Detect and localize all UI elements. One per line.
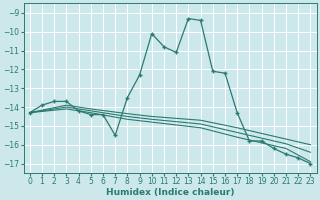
X-axis label: Humidex (Indice chaleur): Humidex (Indice chaleur) — [106, 188, 234, 197]
